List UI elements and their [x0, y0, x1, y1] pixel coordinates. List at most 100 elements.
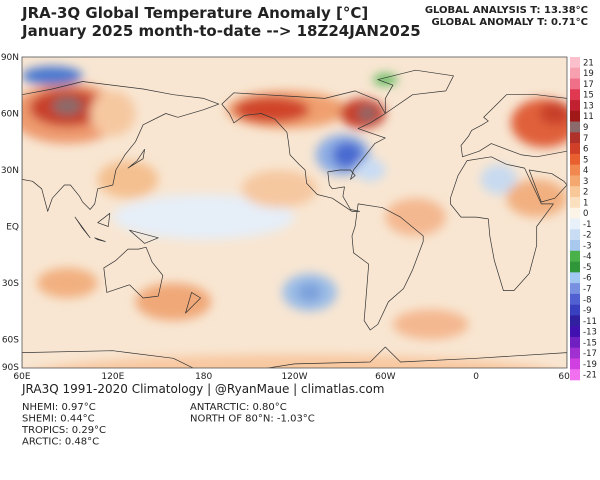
colorbar-swatch	[570, 326, 580, 338]
anomaly-blob	[90, 90, 136, 137]
coastlines	[22, 69, 567, 368]
coastline	[377, 69, 454, 114]
lat-label: 60S	[2, 336, 19, 346]
lon-label: 0	[473, 372, 479, 382]
coastline	[460, 94, 567, 158]
colorbar-label: 3	[583, 177, 588, 187]
anomaly-blob	[37, 267, 98, 299]
coastline	[22, 81, 220, 212]
colorbar-swatch	[570, 164, 580, 176]
colorbar-swatch	[570, 229, 580, 241]
colorbar-swatch	[570, 250, 580, 262]
colorbar-label: 21	[583, 58, 594, 68]
coastline	[351, 203, 424, 331]
colorbar-swatch	[570, 293, 580, 305]
colorbar-label: -11	[583, 317, 597, 327]
colorbar-swatch	[570, 358, 580, 370]
colorbar-swatch	[570, 347, 580, 359]
anomaly-blob	[539, 102, 567, 125]
colorbar-label: -21	[583, 371, 597, 381]
colorbar-label: -15	[583, 338, 597, 348]
colorbar-swatch	[570, 218, 580, 230]
anomaly-blob	[373, 73, 398, 86]
lat-label: 30S	[2, 279, 19, 289]
anomaly-blob	[52, 96, 83, 116]
colorbar-label: -5	[583, 263, 591, 273]
coastline	[450, 156, 554, 291]
coastline	[129, 229, 159, 244]
anomaly-blob	[332, 141, 363, 169]
anomaly-blob	[355, 158, 386, 182]
coastline	[185, 292, 201, 314]
subtitle: January 2025 month-to-date --> 18Z24JAN2…	[21, 22, 421, 40]
colorbar-swatch	[570, 175, 580, 187]
colorbar-swatch	[570, 186, 580, 198]
coastline	[127, 148, 145, 169]
title: JRA-3Q Global Temperature Anomaly [°C]	[21, 4, 368, 22]
anomaly-blob	[297, 282, 322, 302]
colorbar-label: -6	[583, 274, 591, 284]
stat: ARCTIC: 0.48°C	[22, 437, 99, 448]
coastline	[528, 169, 567, 203]
coastline	[103, 246, 164, 299]
colorbar-swatch	[570, 121, 580, 133]
stat: NHEMI: 0.97°C	[22, 402, 96, 413]
colorbar-swatch	[570, 132, 580, 144]
colorbar-label: -13	[583, 328, 597, 338]
lon-label: 60E	[13, 372, 30, 382]
colorbar-swatch	[570, 78, 580, 90]
stat: NORTH OF 80°N: -1.03°C	[190, 414, 315, 425]
colorbar-label: 13	[583, 101, 594, 111]
stat: ANTARCTIC: 0.80°C	[190, 402, 287, 413]
colorbar-label: 9	[583, 123, 588, 133]
colorbar-swatch	[570, 369, 580, 381]
colorbar-swatch	[570, 110, 580, 122]
coastline	[94, 237, 106, 242]
coastline	[22, 346, 567, 368]
colorbar-label: 7	[583, 134, 588, 144]
lon-label: 60W	[375, 372, 395, 382]
map	[22, 57, 567, 368]
colorbar-swatch	[570, 67, 580, 79]
colorbar-swatch	[570, 336, 580, 348]
anomaly-blob	[135, 282, 212, 321]
colorbar-swatch	[570, 57, 580, 69]
colorbar-swatch	[570, 304, 580, 316]
anomaly-blob	[506, 179, 567, 218]
lat-label: EQ	[6, 223, 19, 233]
anomaly-blob	[97, 160, 159, 199]
lon-label: 180	[195, 372, 212, 382]
colorbar-label: 6	[583, 145, 588, 155]
global-analysis: GLOBAL ANALYSIS T: 13.38°C	[425, 5, 588, 16]
anomaly-blob	[241, 169, 318, 208]
colorbar-label: 17	[583, 80, 594, 90]
anomaly-blob	[480, 164, 518, 195]
anomaly-blob	[22, 66, 83, 86]
global-anomaly: GLOBAL ANOMALY T: 0.71°C	[431, 17, 588, 28]
colorbar-label: -1	[583, 220, 591, 230]
credit: JRA3Q 1991-2020 Climatology | @RyanMaue …	[21, 382, 384, 396]
colorbar-label: -19	[583, 360, 597, 370]
lat-label: 90N	[1, 53, 19, 63]
colorbar-label: -4	[583, 252, 591, 262]
coastline	[74, 216, 91, 239]
anomaly-field	[22, 66, 567, 368]
colorbar-label: -8	[583, 295, 591, 305]
colorbar-swatch	[570, 283, 580, 295]
lon-label: 60E	[558, 372, 575, 382]
colorbar-label: 19	[583, 69, 594, 79]
lat-label: 30N	[1, 166, 19, 176]
colorbar-label: 4	[583, 166, 588, 176]
colorbar-swatch	[570, 261, 580, 273]
colorbar-swatch	[570, 272, 580, 284]
stat: SHEMI: 0.44°C	[22, 414, 95, 425]
lat-label: 90S	[2, 363, 19, 373]
anomaly-blob	[392, 309, 469, 340]
colorbar-swatch	[570, 89, 580, 101]
colorbar-label: 0	[583, 209, 588, 219]
colorbar-label: -7	[583, 284, 591, 294]
anomaly-blob	[385, 198, 446, 236]
map-frame	[21, 56, 568, 369]
colorbar-label: -17	[583, 349, 597, 359]
